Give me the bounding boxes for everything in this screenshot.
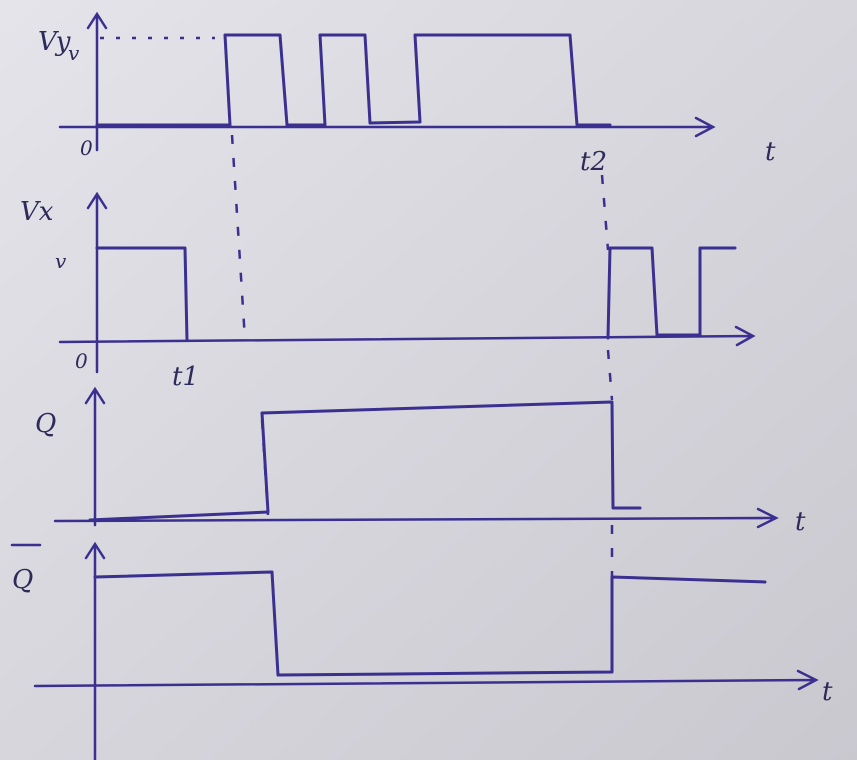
origin-label: 0 — [80, 136, 93, 160]
level-label: v — [55, 249, 67, 273]
waveform — [88, 400, 642, 522]
signal-label: Q — [35, 409, 56, 439]
y-axis — [84, 541, 106, 760]
signal-label: Q — [12, 565, 33, 595]
waveform — [95, 33, 612, 127]
origin-label: 0 — [75, 349, 88, 373]
x-axis — [58, 116, 716, 138]
waveform — [95, 246, 737, 342]
guide-line — [600, 174, 614, 401]
level-label: v — [68, 41, 80, 65]
x-axis — [58, 325, 756, 347]
y-axis — [84, 386, 106, 527]
axis-label: t — [822, 677, 833, 707]
waveform — [93, 570, 767, 677]
signal-label: Vy — [38, 27, 71, 57]
axis-label: t — [765, 137, 776, 167]
time-marker: t1 — [172, 362, 199, 392]
axis-label: t — [795, 507, 806, 537]
signal-label: Vx — [20, 197, 54, 227]
x-axis — [53, 507, 779, 529]
x-axis — [33, 669, 819, 691]
time-marker: t2 — [580, 147, 607, 177]
